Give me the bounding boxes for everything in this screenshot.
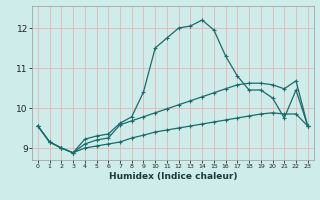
X-axis label: Humidex (Indice chaleur): Humidex (Indice chaleur) xyxy=(108,172,237,181)
